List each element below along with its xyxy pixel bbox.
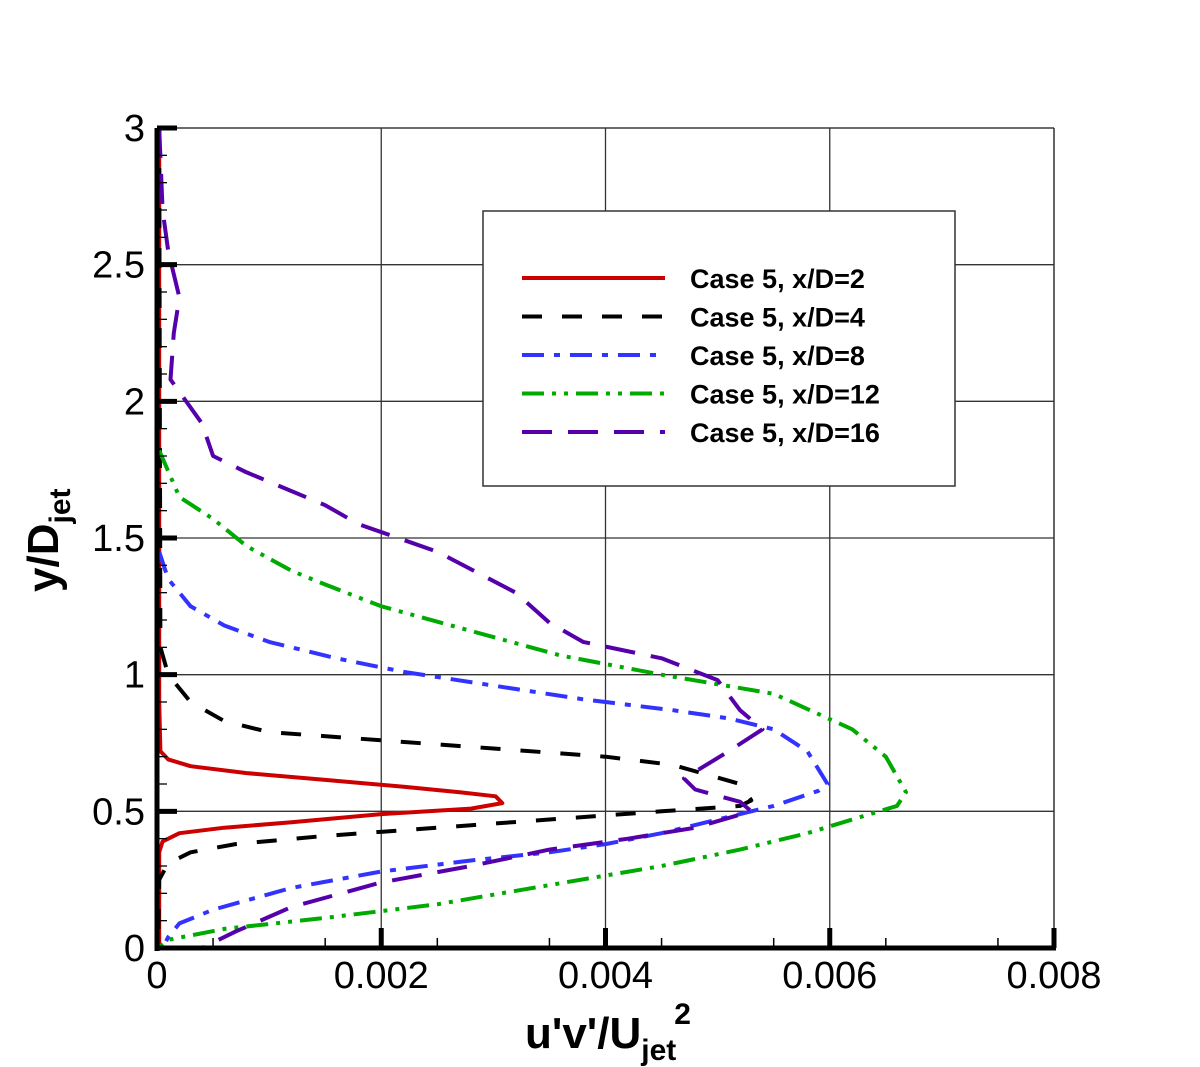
series-line-2 bbox=[156, 127, 754, 949]
y-tick-label: 1 bbox=[124, 655, 145, 697]
x-tick-label: 0.006 bbox=[782, 955, 877, 997]
y-tick-label: 1.5 bbox=[92, 518, 145, 560]
legend-label-3: Case 5, x/D=8 bbox=[690, 341, 865, 371]
x-axis-title: u'v'/Ujet2 bbox=[525, 998, 691, 1067]
y-tick-label: 2 bbox=[124, 381, 145, 423]
legend-label-1: Case 5, x/D=2 bbox=[690, 264, 865, 294]
series-line-1 bbox=[157, 128, 505, 948]
series-line-3 bbox=[157, 551, 830, 949]
y-tick-label: 2.5 bbox=[92, 245, 145, 287]
legend-box bbox=[482, 210, 956, 487]
legend-label-5: Case 5, x/D=16 bbox=[690, 418, 880, 448]
legend: Case 5, x/D=2 Case 5, x/D=4 Case 5, x/D=8 C… bbox=[482, 210, 956, 487]
legend-label-2: Case 5, x/D=4 bbox=[690, 303, 865, 333]
tick-labels: 0 0.002 0.004 0.006 0.008 0 0.5 1 1.5 2 2.5 3 bbox=[92, 108, 1101, 997]
series-line-4 bbox=[156, 449, 908, 950]
x-tick-label: 0.002 bbox=[334, 955, 429, 997]
legend-label-4: Case 5, x/D=12 bbox=[690, 380, 880, 410]
data-series bbox=[156, 127, 908, 950]
x-tick-label: 0.004 bbox=[558, 955, 653, 997]
axis-ticks bbox=[154, 125, 1057, 951]
y-tick-label: 3 bbox=[124, 108, 145, 150]
y-tick-label: 0 bbox=[124, 928, 145, 970]
x-tick-label: 0.008 bbox=[1006, 955, 1101, 997]
x-tick-label: 0 bbox=[146, 955, 167, 997]
y-tick-label: 0.5 bbox=[92, 791, 145, 833]
y-axis-title: y/Djet bbox=[19, 488, 77, 592]
